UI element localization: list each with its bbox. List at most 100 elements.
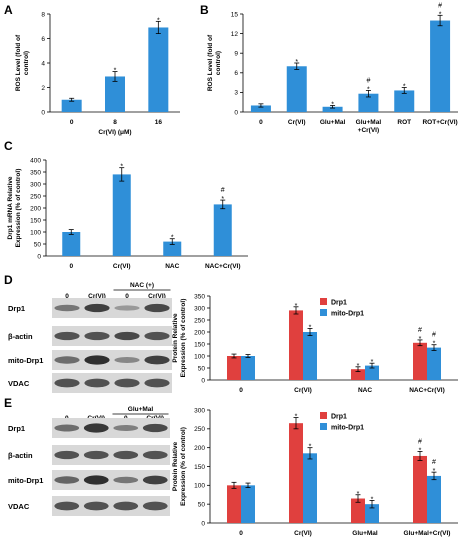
bar-Drp1 [227, 356, 241, 380]
significance-mark: * [221, 196, 224, 203]
y-tick-label: 15 [231, 11, 239, 18]
y-tick-label: 12 [231, 31, 239, 38]
bar-mito-Drp1 [365, 365, 379, 380]
x-category-label: 0 [70, 119, 74, 126]
bar-mito-Drp1 [241, 485, 255, 523]
y-tick-label: 300 [194, 407, 205, 414]
blot-band [54, 450, 80, 460]
y-axis-label-line: Drp1 mRNA Relative [7, 176, 14, 239]
chart-b: 0 3 6 9 12 15 ROS Level (fold ofcontrol) 0 Cr(VI… [207, 2, 458, 134]
bar-value [148, 27, 169, 113]
x-category-label: 0 [239, 530, 243, 537]
y-tick-label: 2 [41, 85, 45, 92]
bar-value [250, 105, 271, 112]
y-tick-label: 350 [194, 293, 205, 300]
blot-row-label: VDAC [8, 379, 30, 388]
blot-band [84, 303, 110, 313]
y-tick-label: 0 [37, 253, 41, 260]
x-category-label: Cr(VI) [294, 387, 312, 394]
blot-row-label: mito-Drp1 [8, 476, 43, 485]
blot-strip [52, 326, 172, 346]
legend-swatch-Drp1 [320, 412, 327, 419]
significance-mark: * [157, 17, 160, 24]
x-category-label-line: Cr(VI) [113, 263, 131, 270]
x-category-label: NAC [165, 263, 179, 270]
y-tick-label: 0 [41, 109, 45, 116]
x-category-label-line: NAC+Cr(VI) [205, 263, 241, 270]
bar-Drp1 [413, 455, 427, 523]
bar-value [62, 232, 81, 256]
significance-mark: * [439, 11, 442, 18]
blot-band [142, 450, 168, 460]
x-category-label: ROT [397, 119, 411, 126]
blot-band [113, 476, 139, 484]
blot-row-label: mito-Drp1 [8, 356, 43, 365]
significance-mark: * [331, 101, 334, 108]
blot-band [144, 331, 170, 341]
y-tick-label: 150 [30, 217, 41, 224]
blot-band [144, 378, 170, 388]
significance-mark: * [371, 496, 374, 503]
bar-mito-Drp1 [303, 332, 317, 380]
y-axis-label: Protein RelativeExpression (% of control… [172, 427, 187, 506]
bar-value [286, 66, 307, 112]
significance-mark: * [433, 341, 436, 348]
y-tick-label: 50 [34, 241, 42, 248]
blot-row-label: β-actin [8, 451, 33, 460]
blot-band [114, 378, 140, 388]
x-category-label-line: NAC+Cr(VI) [409, 387, 445, 394]
panel-label-a: A [4, 3, 13, 17]
y-tick-label: 200 [30, 205, 41, 212]
x-category-label: Cr(VI) [113, 263, 131, 270]
blot-strip [52, 350, 172, 370]
significance-mark: # [432, 332, 436, 339]
panel-label-d: D [4, 273, 13, 287]
x-axis-label: Cr(VI) (μM) [98, 129, 131, 136]
blot-band [84, 378, 110, 388]
x-category-label-line: ROT [397, 119, 411, 126]
blot-band [142, 423, 168, 433]
blot-group-label: NAC (+) [130, 282, 154, 289]
significance-mark: * [367, 86, 370, 93]
x-category-label: ROT+Cr(VI) [422, 119, 457, 126]
blot-band [113, 501, 139, 511]
significance-mark: * [419, 447, 422, 454]
y-axis-label-line: Expression (% of control) [15, 169, 22, 248]
y-axis-label-line: Protein Relative [172, 442, 179, 492]
bar-mito-Drp1 [427, 475, 441, 523]
chart-a: 0 2 4 6 8 ROS Level (fold ofcontrol) 0 8 16 Cr(VI… [15, 11, 180, 136]
bar-value [430, 20, 451, 112]
blot-band [114, 356, 140, 364]
x-category-label: Glu+Mal [352, 530, 378, 537]
blot-row-label: VDAC [8, 502, 30, 511]
bar-Drp1 [289, 310, 303, 380]
bar-mito-Drp1 [303, 453, 317, 523]
blot-band [54, 356, 80, 364]
legend-label-mito-Drp1: mito-Drp1 [331, 425, 364, 432]
blot-band [54, 476, 80, 484]
bar-value [61, 99, 82, 112]
x-category-label: 0 [259, 119, 263, 126]
y-tick-label: 6 [41, 36, 45, 43]
y-tick-label: 50 [198, 365, 206, 372]
blot-band [113, 424, 139, 432]
blot-band [84, 355, 110, 365]
x-category-label-line: 16 [155, 119, 163, 126]
chart-e: 0 50 100 150 200 250 300 Protein RelativeExpres… [172, 407, 458, 537]
legend-swatch-Drp1 [320, 298, 327, 305]
y-tick-label: 350 [30, 169, 41, 176]
y-axis-label-line: Expression (% of control) [180, 427, 187, 506]
bar-mito-Drp1 [365, 504, 379, 523]
significance-mark: # [432, 459, 436, 466]
x-category-label-line: 0 [239, 387, 243, 394]
x-category-label: 8 [113, 119, 117, 126]
x-category-label-line: Glu+Mal [352, 530, 378, 537]
y-tick-label: 250 [194, 426, 205, 433]
x-category-label: 0 [69, 263, 73, 270]
significance-mark: * [371, 359, 374, 366]
y-axis-label: Drp1 mRNA RelativeExpression (% of contr… [7, 169, 22, 248]
x-category-label: Cr(VI) [294, 530, 312, 537]
significance-mark: # [366, 77, 370, 84]
x-category-label: 16 [155, 119, 163, 126]
